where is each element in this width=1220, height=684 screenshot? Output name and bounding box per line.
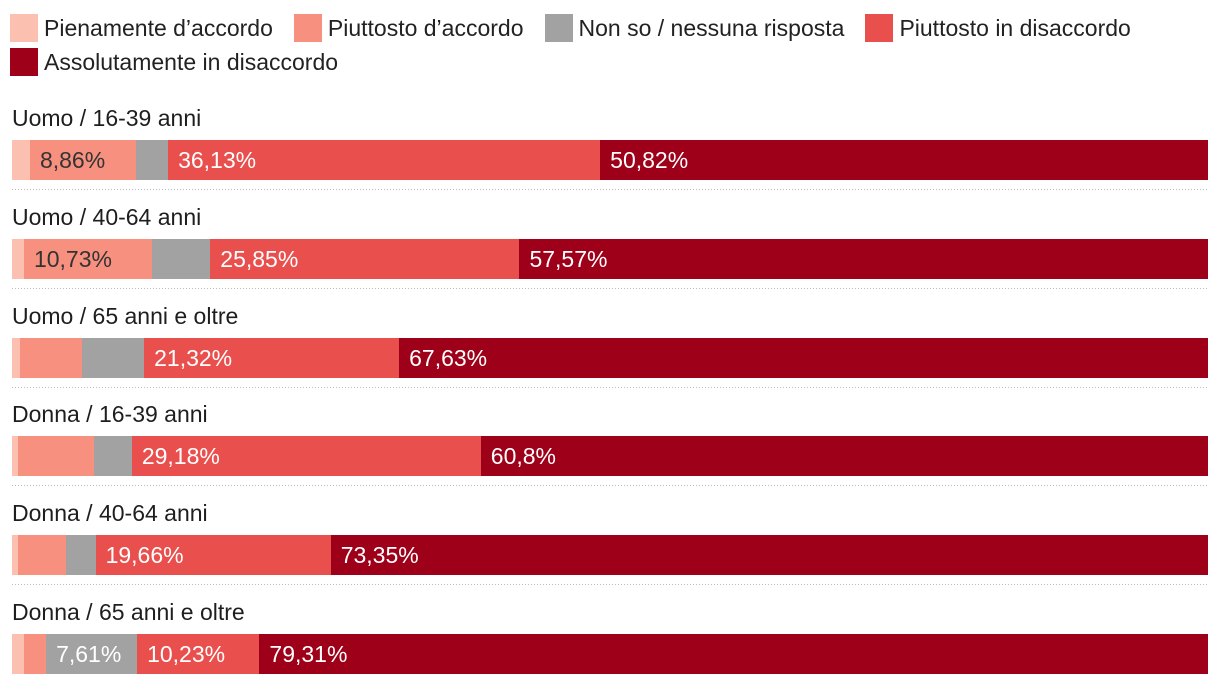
data-label: 50,82% <box>610 147 689 173</box>
data-label: 79,31% <box>269 640 348 667</box>
bar-segment-piuttosto-d-accordo <box>17 436 94 477</box>
bar-segment-piuttosto-in-disaccordo: 36,13% <box>168 140 601 180</box>
bar-segment-piuttosto-in-disaccordo: 21,32% <box>144 337 400 378</box>
bar-segment-piuttosto-d-accordo: 10,73% <box>23 238 153 279</box>
data-label: 25,85% <box>220 245 299 272</box>
bar-segment-pienamente-d-accordo <box>12 535 18 576</box>
row-divider <box>12 476 1208 495</box>
legend: Pienamente d’accordo Piuttosto d’accordo N… <box>10 14 1210 76</box>
bar-segment-non-so-nessuna-risposta <box>93 436 132 477</box>
bar-segment-pienamente-d-accordo <box>12 436 18 477</box>
chart-row: Uomo / 65 anni e oltre 21,32% 67,63% <box>12 298 1208 378</box>
stacked-bar: 21,32% 67,63% <box>12 337 1208 378</box>
bar-segment-non-so-nessuna-risposta: 7,61% <box>46 633 138 674</box>
stacked-bar: 19,66% 73,35% <box>12 535 1208 576</box>
bar-segment-assolutamente-in-disaccordo: 60,8% <box>480 436 1208 477</box>
legend-label: Piuttosto d’accordo <box>327 15 524 41</box>
stacked-bar: 10,73% 25,85% 57,57% <box>12 238 1208 279</box>
legend-label: Pienamente d’accordo <box>44 15 273 41</box>
data-label: 36,13% <box>178 147 257 173</box>
legend-item-non-so-nessuna-risposta: Non so / nessuna risposta <box>544 14 845 42</box>
row-label: Uomo / 65 anni e oltre <box>12 302 239 329</box>
chart-row: Donna / 40-64 anni 19,66% 73,35% <box>12 495 1208 576</box>
legend-swatch <box>10 14 38 42</box>
legend-swatch <box>544 14 573 42</box>
bar-segment-assolutamente-in-disaccordo: 67,63% <box>399 337 1208 378</box>
chart-row: Uomo / 16-39 anni 8,86% 36,13% 50,82% <box>12 100 1208 180</box>
data-label: 29,18% <box>141 443 220 470</box>
legend-label: Non so / nessuna risposta <box>578 15 845 41</box>
bar-segment-assolutamente-in-disaccordo: 79,31% <box>259 633 1208 674</box>
data-label: 8,86% <box>39 147 106 173</box>
bar-segment-non-so-nessuna-risposta <box>135 140 169 180</box>
data-label: 19,66% <box>105 542 184 569</box>
row-divider <box>12 279 1208 298</box>
row-label: Uomo / 16-39 anni <box>12 105 202 131</box>
row-divider <box>12 378 1208 397</box>
chart-area: Uomo / 16-39 anni 8,86% 36,13% 50,82% Uomo /… <box>12 100 1208 674</box>
legend-swatch <box>10 48 38 76</box>
legend-item-assolutamente-in-disaccordo: Assolutamente in disaccordo <box>10 48 338 76</box>
stacked-bar: 29,18% 60,8% <box>12 436 1208 477</box>
bar-segment-assolutamente-in-disaccordo: 57,57% <box>519 238 1208 279</box>
bar-segment-piuttosto-d-accordo <box>23 633 47 674</box>
bar-segment-pienamente-d-accordo <box>12 238 24 279</box>
row-label: Uomo / 40-64 anni <box>12 203 202 230</box>
legend-label: Piuttosto in disaccordo <box>899 15 1131 41</box>
row-label: Donna / 16-39 anni <box>12 401 208 428</box>
row-divider <box>12 180 1208 199</box>
data-label: 67,63% <box>409 344 488 371</box>
legend-swatch <box>293 14 322 42</box>
row-label: Donna / 40-64 anni <box>12 500 208 527</box>
legend-item-piuttosto-in-disaccordo: Piuttosto in disaccordo <box>865 14 1131 42</box>
data-label: 7,61% <box>56 640 122 667</box>
bar-segment-non-so-nessuna-risposta <box>152 238 211 279</box>
data-label: 21,32% <box>154 344 233 371</box>
bar-segment-piuttosto-in-disaccordo: 25,85% <box>210 238 520 279</box>
chart-row: Donna / 65 anni e oltre 7,61% 10,23% 79,31% <box>12 594 1208 674</box>
bar-segment-piuttosto-in-disaccordo: 19,66% <box>95 535 331 576</box>
chart-row: Donna / 16-39 anni 29,18% 60,8% <box>12 396 1208 477</box>
legend-label: Assolutamente in disaccordo <box>44 49 339 75</box>
legend-item-piuttosto-d-accordo: Piuttosto d’accordo <box>293 14 524 42</box>
bar-segment-pienamente-d-accordo <box>12 633 24 674</box>
bar-segment-piuttosto-d-accordo <box>20 337 83 378</box>
data-label: 10,73% <box>33 245 112 272</box>
row-label: Donna / 65 anni e oltre <box>12 598 245 625</box>
legend-swatch <box>865 14 894 42</box>
bar-segment-piuttosto-in-disaccordo: 29,18% <box>131 436 481 477</box>
data-label: 60,8% <box>490 443 557 470</box>
row-divider <box>12 575 1208 594</box>
stacked-bar: 8,86% 36,13% 50,82% <box>12 140 1208 180</box>
bar-segment-piuttosto-in-disaccordo: 10,23% <box>137 633 260 674</box>
stacked-bar: 7,61% 10,23% 79,31% <box>12 633 1208 674</box>
data-label: 10,23% <box>147 640 226 667</box>
bar-segment-piuttosto-d-accordo <box>17 535 66 576</box>
bar-segment-assolutamente-in-disaccordo: 50,82% <box>600 140 1208 180</box>
bar-segment-pienamente-d-accordo <box>12 337 20 378</box>
data-label: 57,57% <box>529 245 608 272</box>
bar-segment-piuttosto-d-accordo: 8,86% <box>29 140 136 180</box>
chart-row: Uomo / 40-64 anni 10,73% 25,85% 57,57% <box>12 199 1208 279</box>
data-label: 73,35% <box>340 542 419 569</box>
bar-segment-assolutamente-in-disaccordo: 73,35% <box>330 535 1208 576</box>
bar-segment-non-so-nessuna-risposta <box>82 337 145 378</box>
bar-segment-pienamente-d-accordo <box>12 140 30 180</box>
legend-item-pienamente-d-accordo: Pienamente d’accordo <box>10 14 273 42</box>
bar-segment-non-so-nessuna-risposta <box>65 535 96 576</box>
